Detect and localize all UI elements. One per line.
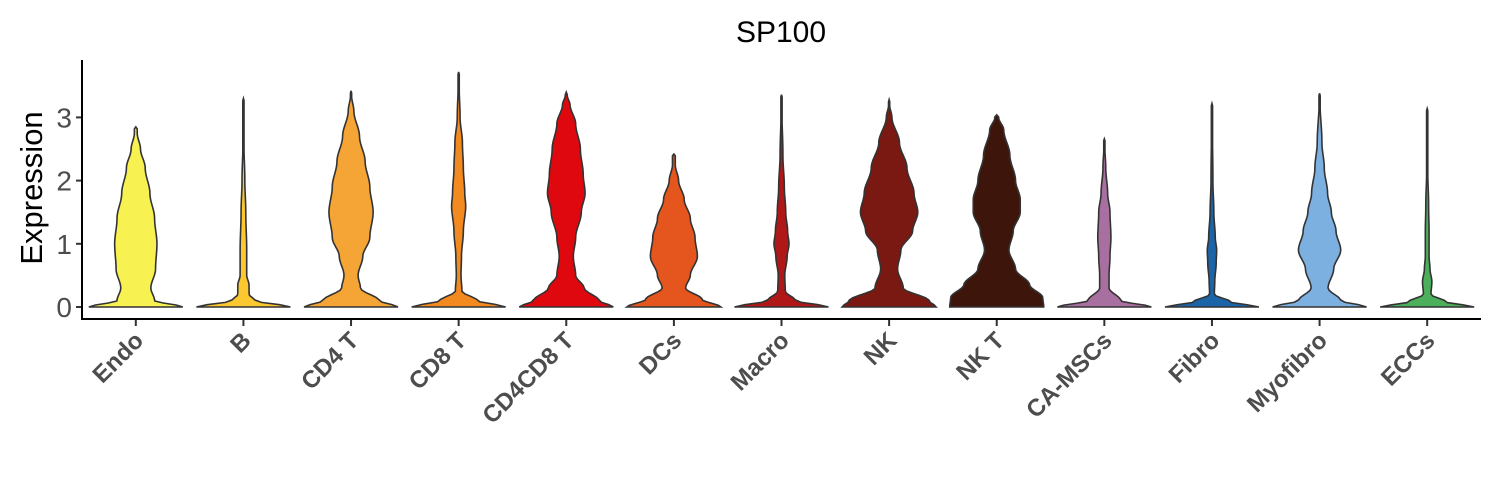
x-tick-label: ECCs (1376, 327, 1440, 391)
violin-ca-mscs (1057, 136, 1152, 308)
y-axis-label: Expression (14, 111, 49, 264)
violin-cd8-t (411, 71, 506, 308)
x-tick-label: DCs (634, 327, 687, 380)
violin-myofibro (1272, 93, 1367, 308)
x-tick-label: CD4 T (296, 327, 364, 395)
y-tick-label: 0 (56, 292, 72, 323)
x-tick-label: Macro (726, 327, 795, 396)
x-axis-ticks: Endo B CD4 T CD8 T CD4CD8 T DCs Macro NK NK T CA-… (88, 320, 1440, 429)
x-tick-label: CA-MSCs (1021, 327, 1117, 423)
y-tick-label: 3 (56, 102, 72, 133)
violin-nk (840, 96, 938, 308)
x-tick-label: NK T (951, 327, 1010, 386)
violin-endo (88, 125, 184, 308)
x-tick-label: Fibro (1164, 327, 1226, 389)
violin-fibro (1164, 100, 1260, 308)
x-tick-label: Myofibro (1242, 327, 1333, 418)
x-tick-label: NK (859, 327, 903, 371)
x-tick-label: CD4CD8 T (477, 327, 579, 429)
x-tick-label: CD8 T (404, 327, 472, 395)
violin-group (88, 71, 1475, 308)
x-tick-label: Endo (88, 327, 150, 389)
y-tick-label: 1 (56, 229, 72, 260)
y-tick-label: 2 (56, 166, 72, 197)
chart-title: SP100 (736, 16, 826, 49)
violin-eccs (1380, 105, 1475, 308)
violin-cd4-t (303, 90, 399, 308)
x-tick-label: B (225, 327, 256, 358)
violin-nk-t (948, 113, 1045, 308)
violin-macro (734, 94, 829, 308)
violin-cd4cd8-t (518, 89, 614, 308)
violin-dcs (624, 152, 724, 308)
y-axis-ticks: 0 1 2 3 (56, 102, 82, 323)
violin-b (196, 95, 291, 308)
